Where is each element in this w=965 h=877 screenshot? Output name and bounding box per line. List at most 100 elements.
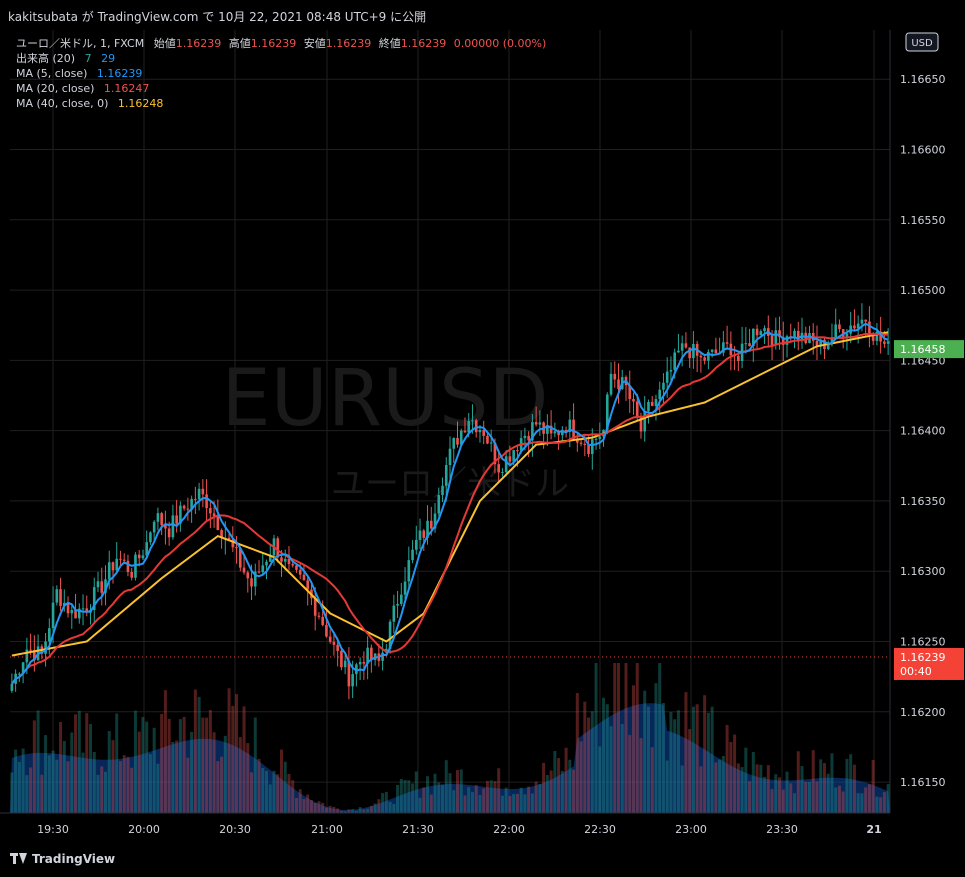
volume-bar [740, 767, 744, 813]
volume-bar [452, 790, 456, 813]
volume-bar [665, 760, 669, 813]
candle-body [826, 342, 830, 350]
candle-body [332, 641, 336, 645]
candle-body [343, 660, 347, 668]
candle-body [587, 445, 590, 454]
volume-bar [575, 693, 579, 813]
candle-body [407, 560, 411, 582]
volume-bar [381, 793, 385, 813]
volume-bar [55, 759, 59, 813]
volume-bar [474, 785, 478, 813]
volume-bar [62, 741, 66, 813]
volume-bar [332, 806, 336, 813]
close-value: 1.16239 [400, 37, 447, 50]
volume-bar [145, 721, 149, 813]
price-tick-label: 1.16300 [900, 565, 946, 578]
volume-bar [377, 799, 381, 813]
candle-body [250, 578, 253, 587]
volume-bar [388, 801, 392, 813]
candle-body [152, 521, 156, 533]
candle-body [617, 379, 620, 389]
volume-bar [40, 774, 44, 813]
open-value: 1.16239 [175, 37, 222, 50]
candle-body [459, 430, 463, 445]
candle-body [759, 331, 763, 336]
volume-bar [613, 663, 617, 813]
volume-bar [133, 710, 137, 813]
candle-body [463, 430, 467, 433]
volume-bar [583, 701, 587, 813]
volume-bar [658, 663, 662, 813]
volume-bar [527, 786, 531, 813]
candle-body [572, 419, 575, 439]
volume-bar [407, 780, 411, 813]
volume-bar [74, 714, 78, 813]
candle-body [677, 350, 680, 353]
price-chart[interactable]: EURUSD ユーロ／米ドル 1.16650 1.16600 1.16550 1.16… [0, 30, 965, 845]
volume-bar [822, 763, 826, 813]
candle-body [662, 382, 665, 390]
candle-body [265, 561, 268, 566]
candle-body [33, 650, 36, 661]
candle-body [883, 341, 886, 344]
candle-body [340, 650, 343, 668]
volume-bar [261, 767, 265, 813]
candle-body [598, 436, 602, 439]
currency-button[interactable] [905, 32, 939, 52]
volume-bar [265, 770, 269, 813]
volume-bar [688, 729, 692, 813]
candle-body [190, 498, 193, 510]
volume-bar [171, 741, 175, 813]
candle-body [725, 342, 729, 344]
volume-histogram [10, 663, 890, 813]
volume-bar [852, 764, 856, 813]
ma5-legend-row[interactable]: MA (5, close) 1.16239 [16, 66, 546, 81]
candle-body [546, 425, 549, 434]
candle-body [748, 343, 751, 347]
time-tick-label: 21:30 [402, 823, 434, 836]
volume-bar [302, 799, 306, 813]
volume-bar [845, 758, 849, 813]
candle-body [583, 443, 587, 446]
symbol-legend-row[interactable]: ユーロ／米ドル, 1, FXCM 始値1.16239 高値1.16239 安値1… [16, 36, 546, 51]
candle-body [422, 530, 426, 538]
candle-body [134, 554, 137, 578]
candle-body [441, 485, 444, 496]
volume-bar [751, 751, 755, 813]
ma20-legend-row[interactable]: MA (20, close) 1.16247 [16, 81, 546, 96]
candle-body [231, 539, 235, 548]
tradingview-logo[interactable]: TradingView [10, 852, 115, 866]
volume-bar [137, 731, 141, 813]
ma40-legend-row[interactable]: MA (40, close, 0) 1.16248 [16, 96, 546, 111]
candle-body [242, 567, 246, 573]
volume-bar [725, 724, 729, 813]
volume-bar [485, 780, 489, 813]
candle-body [497, 464, 500, 473]
candle-body [92, 587, 96, 610]
candle-body [658, 389, 662, 400]
volume-ma-area [10, 703, 890, 813]
volume-bar [830, 753, 834, 813]
candle-body [396, 603, 399, 606]
volume-bar [47, 755, 51, 813]
volume-legend-row[interactable]: 出来高 (20) 7 29 [16, 51, 546, 66]
candle-body [429, 520, 433, 529]
candle-body [778, 330, 781, 338]
volume-bar [414, 771, 418, 813]
volume-bar [695, 704, 699, 813]
volume-bar [691, 706, 695, 813]
candle-body [388, 621, 392, 649]
volume-bar [804, 782, 808, 813]
change-value: 0.00000 (0.00%) [453, 37, 547, 50]
ma20-label: MA (20, close) [16, 82, 95, 95]
candle-body [362, 661, 366, 664]
tradingview-logo-icon [10, 853, 28, 864]
candle-body [302, 574, 306, 581]
volume-bar [534, 781, 538, 813]
volume-value-2: 29 [101, 52, 116, 65]
candle-body [665, 371, 669, 383]
volume-bar [242, 706, 246, 813]
volume-bar [193, 689, 197, 813]
chart-pane[interactable]: EURUSD ユーロ／米ドル 1.16650 1.16600 1.16550 1.16… [0, 30, 965, 845]
volume-bar [250, 772, 254, 813]
